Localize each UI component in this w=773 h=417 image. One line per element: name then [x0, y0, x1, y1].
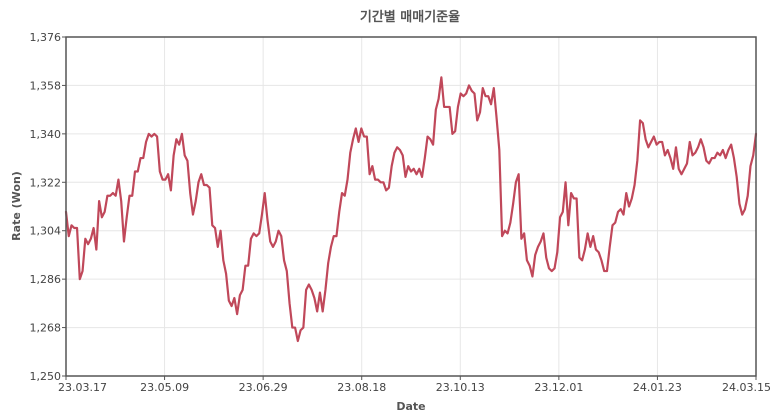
x-axis-label: Date: [396, 400, 425, 413]
y-tick-label: 1,304: [30, 225, 62, 238]
y-tick-label: 1,376: [30, 31, 62, 44]
y-tick-label: 1,322: [30, 176, 62, 189]
y-tick-label: 1,268: [30, 322, 62, 335]
x-tick-label: 24.01.23: [633, 381, 682, 394]
y-tick-label: 1,286: [30, 273, 62, 286]
series-line: [64, 76, 758, 343]
x-tick-label: 24.03.15: [722, 381, 771, 394]
x-tick-label: 23.12.01: [534, 381, 583, 394]
y-tick-label: 1,250: [30, 370, 62, 383]
y-tick-label: 1,340: [30, 128, 62, 141]
x-tick-label: 23.08.18: [337, 381, 386, 394]
y-axis-label: Rate (Won): [10, 171, 23, 241]
x-tick-label: 23.10.13: [436, 381, 485, 394]
x-tick-label: 23.06.29: [239, 381, 288, 394]
x-axis-ticks: 23.03.17 23.05.09 23.06.29 23.08.18 23.10.13…: [58, 376, 771, 394]
x-tick-label: 23.05.09: [140, 381, 189, 394]
y-tick-label: 1,358: [30, 79, 62, 92]
chart-title: 기간별 매매기준율: [360, 9, 460, 25]
y-axis-ticks: 1,250 1,268 1,286 1,304 1,322 1,340 1,358 1,376: [30, 31, 66, 383]
plot-frame: [65, 36, 757, 377]
x-tick-label: 23.03.17: [58, 381, 107, 394]
plot-area: [66, 37, 756, 376]
